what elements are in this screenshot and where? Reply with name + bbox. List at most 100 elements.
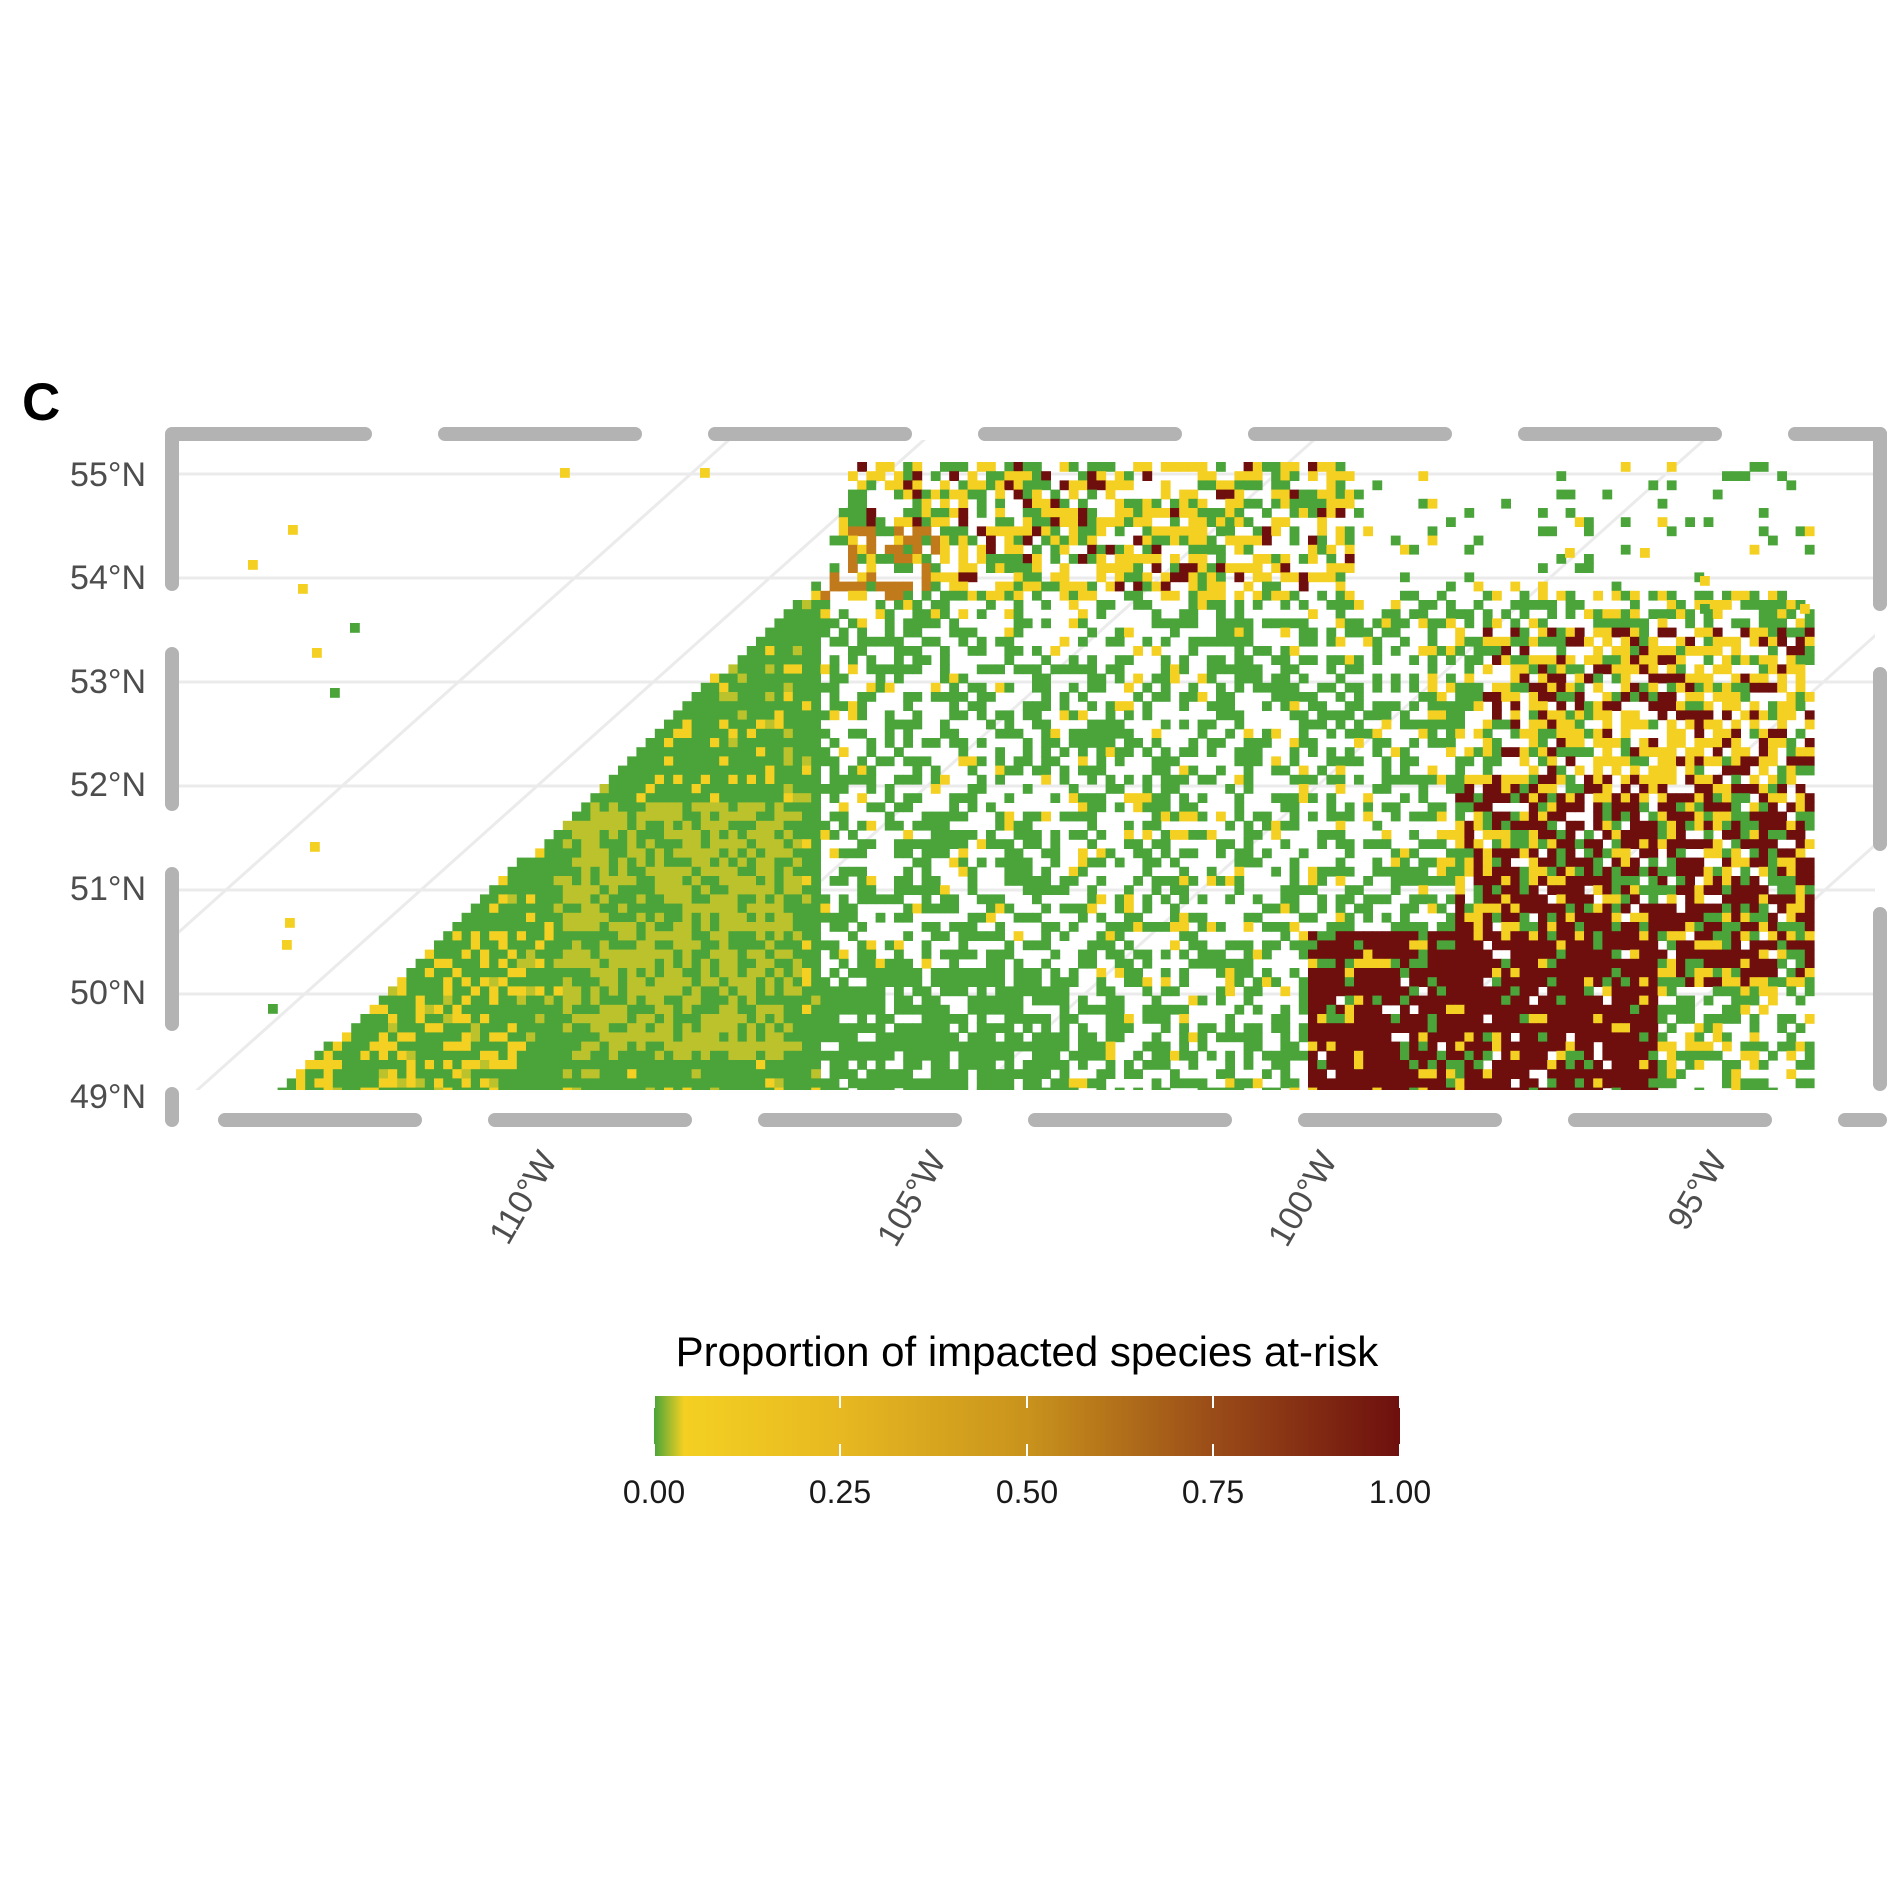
raster-cell [1758,977,1769,987]
raster-cell [1777,590,1787,601]
raster-cell [1464,682,1475,693]
raster-cell [673,738,683,748]
raster-cell [1676,793,1686,803]
raster-cell [1142,747,1153,757]
raster-cell [940,820,950,831]
raster-cell [700,830,711,840]
raster-cell [1620,627,1631,638]
raster-cell [627,820,637,831]
raster-cell [1538,600,1548,610]
raster-cell [516,931,527,941]
raster-cell [1225,526,1235,537]
raster-cell [489,958,499,969]
raster-cell [1565,793,1576,803]
raster-cell [1170,986,1180,997]
raster-cell [1160,489,1171,500]
raster-cell [1087,765,1097,776]
raster-cell [1657,609,1668,619]
raster-cell [1593,857,1603,868]
raster-cell [912,480,923,491]
raster-cell [1418,977,1429,987]
raster-cell [434,986,444,997]
raster-cell [783,802,794,813]
raster-cell [1602,848,1613,859]
raster-cell [1639,646,1649,656]
raster-cell [1768,922,1778,932]
raster-cell [1602,830,1613,840]
raster-cell [1584,922,1594,932]
raster-cell [1666,756,1677,767]
raster-cell [884,756,895,767]
raster-cell [1160,747,1171,757]
raster-cell [562,1004,573,1015]
raster-cell [700,958,711,969]
raster-cell [636,922,647,932]
raster-cell [1795,912,1806,923]
raster-cell [1602,1014,1613,1024]
raster-cell [1390,701,1401,711]
raster-cell [1252,480,1263,491]
raster-cell [746,784,757,794]
raster-cell [1308,958,1318,969]
raster-cell [1455,903,1465,914]
raster-cell [1381,995,1392,1006]
raster-cell [949,903,959,914]
raster-cell [949,590,959,601]
raster-cell [1170,940,1180,951]
raster-cell [1243,922,1254,932]
raster-cell [1050,554,1061,564]
raster-cell [1786,609,1797,619]
raster-cell [1004,710,1015,721]
raster-cell [838,774,849,785]
raster-cell [1565,738,1576,748]
raster-cell [1262,554,1272,564]
raster-cell [700,1004,711,1015]
raster-cell [737,931,748,941]
raster-cell [958,968,969,978]
raster-cell [1777,728,1787,739]
raster-cell [1344,471,1355,481]
raster-cell [1758,682,1769,693]
raster-cell [1731,728,1741,739]
raster-cell [1602,774,1613,785]
raster-cell [1464,995,1475,1006]
raster-cell [1676,664,1686,675]
raster-cell [1105,517,1116,527]
raster-cell [1436,830,1447,840]
raster-cell [1289,885,1300,895]
raster-cell [1087,471,1097,481]
raster-cell [1032,839,1042,849]
raster-cell [1648,839,1659,849]
raster-cell [875,756,886,767]
raster-cell [1602,618,1613,629]
raster-cell [792,830,803,840]
raster-cell [1565,655,1576,665]
raster-cell [949,572,959,583]
raster-cell [1289,535,1300,546]
raster-cell [1528,977,1539,987]
raster-cell [1400,986,1410,997]
raster-cell [1510,636,1521,647]
raster-cell [774,995,785,1006]
raster-cell [1078,793,1088,803]
raster-cell [1547,793,1557,803]
raster-cell [903,912,913,923]
raster-cell [1694,802,1705,813]
raster-cell [1050,756,1061,767]
raster-cell [719,710,729,721]
raster-cell [1639,802,1649,813]
raster-cell [1114,922,1125,932]
raster-cell [1657,986,1668,997]
raster-cell [1243,968,1254,978]
raster-cell [480,949,490,960]
raster-cell [949,701,959,711]
raster-cell [1022,968,1033,978]
raster-cell [1749,802,1760,813]
raster-cell [765,692,775,702]
raster-cell [1234,655,1245,665]
raster-cell [949,738,959,748]
raster-cell [728,931,739,941]
meridian-line [195,440,927,1090]
raster-cell [848,1004,858,1015]
raster-cell [691,931,702,941]
